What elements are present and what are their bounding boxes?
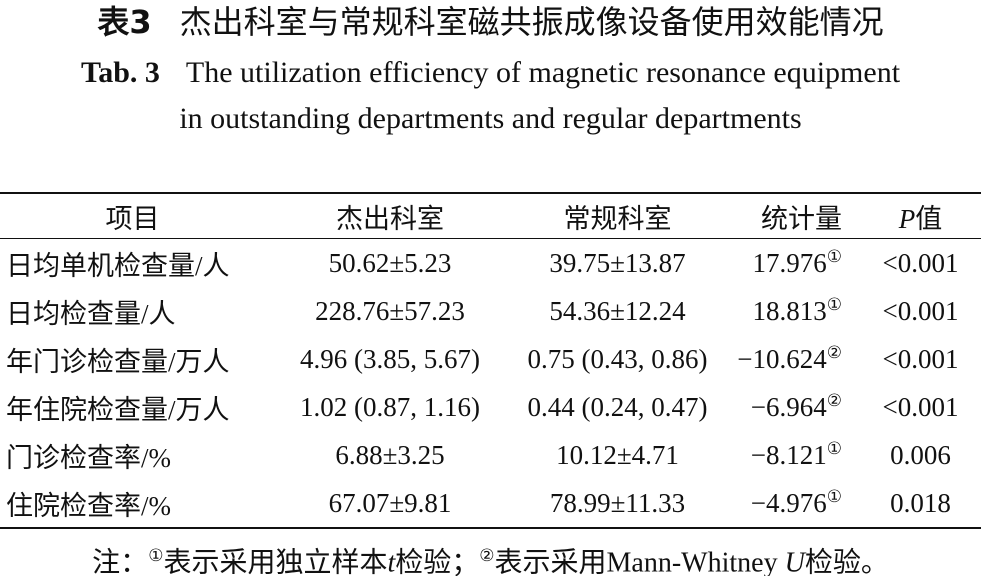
table-cell: 54.36±12.24 (549, 295, 686, 326)
header-row: 项目 杰出科室 常规科室 统计量 P值 (0, 193, 981, 239)
table-cell: 0.006 (890, 439, 951, 470)
table-cell: <0.001 (882, 247, 959, 278)
table-cell: 4.96 (3.85, 5.67) (300, 343, 480, 374)
note-text: 表示采用独立样本 (163, 547, 388, 576)
table-row: 年门诊检查量/万人 4.96 (3.85, 5.67) 0.75 (0.43, 0.… (0, 335, 981, 383)
table-cell: 日均单机检查量/人 (6, 250, 230, 281)
stat-value: −10.624 (737, 344, 827, 374)
table-label: 表3 (97, 3, 152, 41)
header-text: 值 (915, 203, 943, 234)
table-cell: <0.001 (882, 343, 959, 374)
table-cell: 50.62±5.23 (328, 247, 452, 278)
stat-cell: −8.121① (720, 431, 860, 479)
stat-mark: ② (826, 391, 842, 410)
stat-mark: ② (826, 343, 842, 362)
header-cell: 常规科室 (515, 193, 720, 239)
stat-cell: −10.624② (720, 335, 860, 383)
header-italic: P (898, 203, 916, 234)
table-cell: 年门诊检查量/万人 (6, 346, 230, 377)
table-cell: 1.02 (0.87, 1.16) (300, 391, 480, 422)
note-text: 检验。 (804, 547, 889, 576)
table-row: 日均单机检查量/人 50.62±5.23 39.75±13.87 17.976① <0.… (0, 239, 981, 288)
table-cell: 0.75 (0.43, 0.86) (527, 343, 708, 374)
title-text: 杰出科室与常规科室磁共振成像设备使用效能情况 (179, 3, 884, 41)
table-cell: <0.001 (882, 391, 959, 422)
title-cn: 表3 杰出科室与常规科室磁共振成像设备使用效能情况 (0, 2, 981, 42)
table-cell: 10.12±4.71 (556, 439, 679, 470)
table-cell: 6.88±3.25 (335, 439, 445, 470)
note-text: 表示采用Mann-Whitney (494, 547, 785, 576)
note-italic: t (387, 547, 396, 576)
table-row: 日均检查量/人 228.76±57.23 54.36±12.24 18.813① <0.… (0, 287, 981, 335)
stat-cell: 17.976① (720, 239, 860, 288)
table-row: 住院检查率/% 67.07±9.81 78.99±11.33 −4.976① 0.018 (0, 479, 981, 528)
stat-mark: ① (826, 295, 842, 314)
table-body: 日均单机检查量/人 50.62±5.23 39.75±13.87 17.976① <0.… (0, 239, 981, 529)
table-cell: 年住院检查量/万人 (6, 394, 230, 425)
table-cell: 住院检查率/% (6, 490, 171, 521)
stat-value: 17.976 (752, 248, 827, 278)
stat-value: 18.813 (752, 296, 827, 326)
table: 项目 杰出科室 常规科室 统计量 P值 日均单机检查量/人 50.62±5.23 39.75… (0, 192, 981, 529)
table-cell: <0.001 (882, 295, 959, 326)
stat-mark: ① (826, 487, 842, 506)
stat-cell: 18.813① (720, 287, 860, 335)
header-cell: P值 (860, 193, 981, 239)
title-en: Tab. 3 The utilization efficiency of magn… (80, 50, 901, 142)
table-cell: 0.44 (0.24, 0.47) (527, 391, 708, 422)
header-cell: 项目 (0, 193, 265, 239)
stat-cell: −4.976① (720, 479, 860, 528)
table-cell: 日均检查量/人 (6, 298, 176, 329)
note-italic: U (784, 547, 805, 576)
table-row: 门诊检查率/% 6.88±3.25 10.12±4.71 −8.121① 0.006 (0, 431, 981, 479)
table-cell: 78.99±11.33 (549, 487, 686, 518)
stat-value: −8.121 (750, 440, 827, 470)
stat-value: −6.964 (750, 392, 827, 422)
header-cell: 杰出科室 (265, 193, 515, 239)
header-cell: 统计量 (720, 193, 860, 239)
title-text-en: The utilization efficiency of magnetic r… (179, 56, 901, 135)
table-cell: 门诊检查率/% (6, 442, 171, 473)
stat-value: −4.976 (750, 488, 827, 518)
note-mark: ① (148, 546, 164, 565)
stat-mark: ① (826, 247, 842, 266)
table-cell: 0.018 (890, 487, 951, 518)
stat-cell: −6.964② (720, 383, 860, 431)
table-cell: 67.07±9.81 (328, 487, 452, 518)
table-label-en: Tab. 3 (80, 56, 160, 89)
table-cell: 228.76±57.23 (315, 295, 465, 326)
note-label: 注： (92, 547, 149, 576)
table-row: 年住院检查量/万人 1.02 (0.87, 1.16) 0.44 (0.24, 0.… (0, 383, 981, 431)
note-text: 检验； (395, 547, 480, 576)
table-cell: 39.75±13.87 (549, 247, 686, 278)
stat-mark: ① (826, 439, 842, 458)
note: 注：①表示采用独立样本t检验；②表示采用Mann-Whitney U检验。 (0, 536, 981, 576)
note-mark: ② (479, 546, 495, 565)
